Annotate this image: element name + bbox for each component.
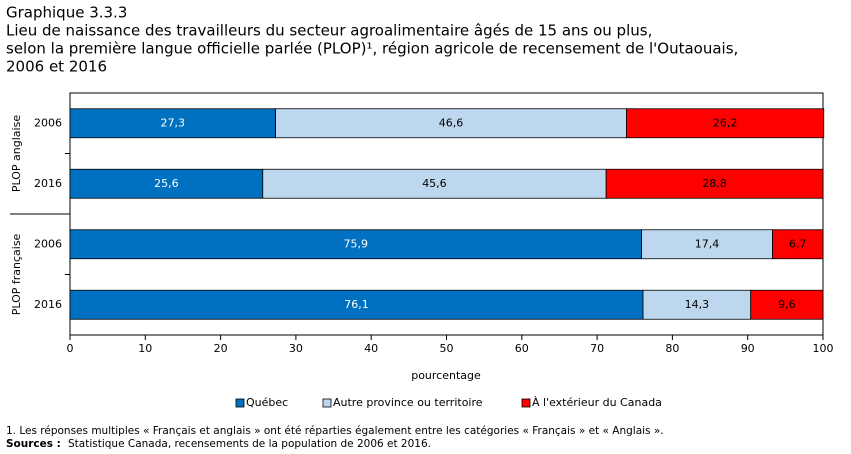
sources: Statistique Canada, recensements de la p… [68, 438, 431, 450]
x-tick-label: 100 [813, 342, 834, 355]
x-tick-label: 20 [214, 342, 228, 355]
bar-segment [642, 289, 752, 320]
value-label: 26,2 [713, 116, 738, 129]
value-label: 14,3 [685, 298, 710, 311]
x-tick-label: 90 [741, 342, 755, 355]
x-tick-label: 80 [665, 342, 679, 355]
value-label: 28,8 [702, 177, 727, 190]
x-tick-label: 70 [590, 342, 604, 355]
x-tick-label: 0 [67, 342, 74, 355]
legend-label: À l'extérieur du Canada [532, 396, 662, 409]
bar-segment [626, 108, 825, 139]
value-label: 75,9 [344, 237, 369, 250]
y-tick-label: 2016 [34, 177, 62, 190]
bar-segment [605, 168, 824, 199]
x-axis-title: pourcentage [411, 369, 481, 382]
x-tick-label: 50 [440, 342, 454, 355]
value-label: 17,4 [695, 237, 720, 250]
x-tick-label: 10 [138, 342, 152, 355]
value-label: 76,1 [344, 298, 369, 311]
bar-segment [275, 108, 627, 139]
chart-title: Graphique 3.3.3 [6, 4, 127, 22]
bar-segment [772, 229, 824, 260]
chart-subtitle: 2006 et 2016 [6, 58, 107, 76]
legend-swatch [235, 398, 245, 408]
bar-segment [69, 289, 644, 320]
chart-subtitle: Lieu de naissance des travailleurs du se… [6, 22, 652, 40]
sources-label: Sources : [6, 438, 61, 450]
bar-segment [641, 229, 773, 260]
legend-swatch [521, 398, 531, 408]
bar-segment [750, 289, 824, 320]
legend-label: Autre province ou territoire [333, 396, 483, 409]
value-label: 25,6 [154, 177, 179, 190]
bar-segment [69, 108, 276, 139]
value-label: 46,6 [439, 116, 464, 129]
x-tick-label: 30 [289, 342, 303, 355]
y-tick-label: 2006 [34, 237, 62, 250]
y-tick-label: 2006 [34, 116, 62, 129]
group-label: PLOP française [10, 233, 23, 315]
group-label: PLOP anglaise [10, 115, 23, 192]
x-tick-label: 40 [364, 342, 378, 355]
y-tick-label: 2016 [34, 298, 62, 311]
bar-segment [69, 168, 264, 199]
value-label: 45,6 [422, 177, 447, 190]
x-tick-label: 60 [515, 342, 529, 355]
value-label: 9,6 [778, 298, 796, 311]
value-label: 6,7 [789, 237, 807, 250]
bar-segment [262, 168, 607, 199]
legend-label: Québec [246, 396, 288, 409]
legend-swatch [322, 398, 332, 408]
chart-subtitle: selon la première langue officielle parl… [6, 40, 738, 58]
value-label: 27,3 [161, 116, 186, 129]
footnote: 1. Les réponses multiples « Français et … [6, 425, 664, 437]
